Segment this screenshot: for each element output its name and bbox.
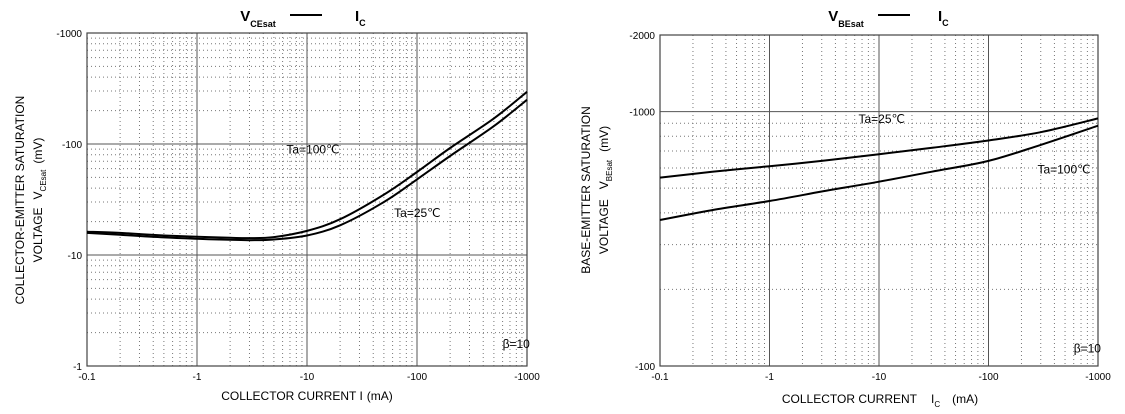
series-line [86,99,528,242]
y-axis-label-line2: VOLTAGEVCEsat(mV) [31,138,48,263]
x-axis-label: COLLECTOR CURRENT IC (mA) [782,392,978,409]
y-tick-label: -100 [635,362,655,373]
annotation-label: β=10 [1074,341,1102,355]
x-tick-label: -100 [978,372,998,383]
y-tick-label: -1 [73,362,82,373]
y-tick-label: -1000 [629,108,655,119]
x-axis-label: COLLECTOR CURRENT I (mA) [221,389,393,403]
y-tick-label: -1000 [56,29,82,40]
x-tick-label: -1 [193,372,202,383]
annotation-label: Ta=100℃ [1037,163,1090,177]
y-tick-label: -100 [62,140,82,151]
series-line [659,124,1099,221]
y-axis-label-line2: VOLTAGEVBEsat(mV) [597,126,614,254]
x-tick-label: -10 [300,372,315,383]
plot-frame [659,34,1099,367]
x-tick-label: -1000 [514,372,540,383]
annotation-label: Ta=100℃ [286,143,339,157]
x-tick-label: -0.1 [78,372,96,383]
chart-title: VCEsat [240,8,276,29]
plot-area: -0.1 -1 -10 -100 -1000-1-10-100-1000Ta=100℃T… [56,29,540,383]
chart-vcesat: VCEsat IC -0.1 -1 -10 -100 -1000-1-10-100-10… [13,8,540,403]
series-line [86,91,528,240]
annotation-label: Ta=25℃ [859,112,906,126]
x-tick-label: -1000 [1085,372,1111,383]
x-tick-label: -1 [765,372,774,383]
chart-vbesat: VBEsat IC -0.1 -1 -10 -100 -1000 -100 -1000 -20… [579,8,1111,409]
chart-title-rhs: IC [938,8,949,28]
plot-frame [86,32,528,367]
x-tick-label: -10 [872,372,887,383]
y-axis-label-line1: BASE-EMITTER SATURATION [579,106,593,274]
chart-title-rhs: IC [355,8,366,28]
series-line [659,117,1099,179]
y-tick-label: -2000 [629,31,655,42]
x-tick-label: -0.1 [651,372,669,383]
y-axis-label-line1: COLLECTOR-EMITTER SATURATION [13,96,27,305]
x-tick-label: -100 [407,372,427,383]
annotation-label: β=10 [503,337,531,351]
chart-title: VBEsat [828,8,864,29]
y-tick-label: -10 [68,251,83,262]
plot-area: -0.1 -1 -10 -100 -1000 -100 -1000 -2000 Ta=25℃ Ta… [629,31,1111,383]
annotation-label: Ta=25℃ [394,206,441,220]
